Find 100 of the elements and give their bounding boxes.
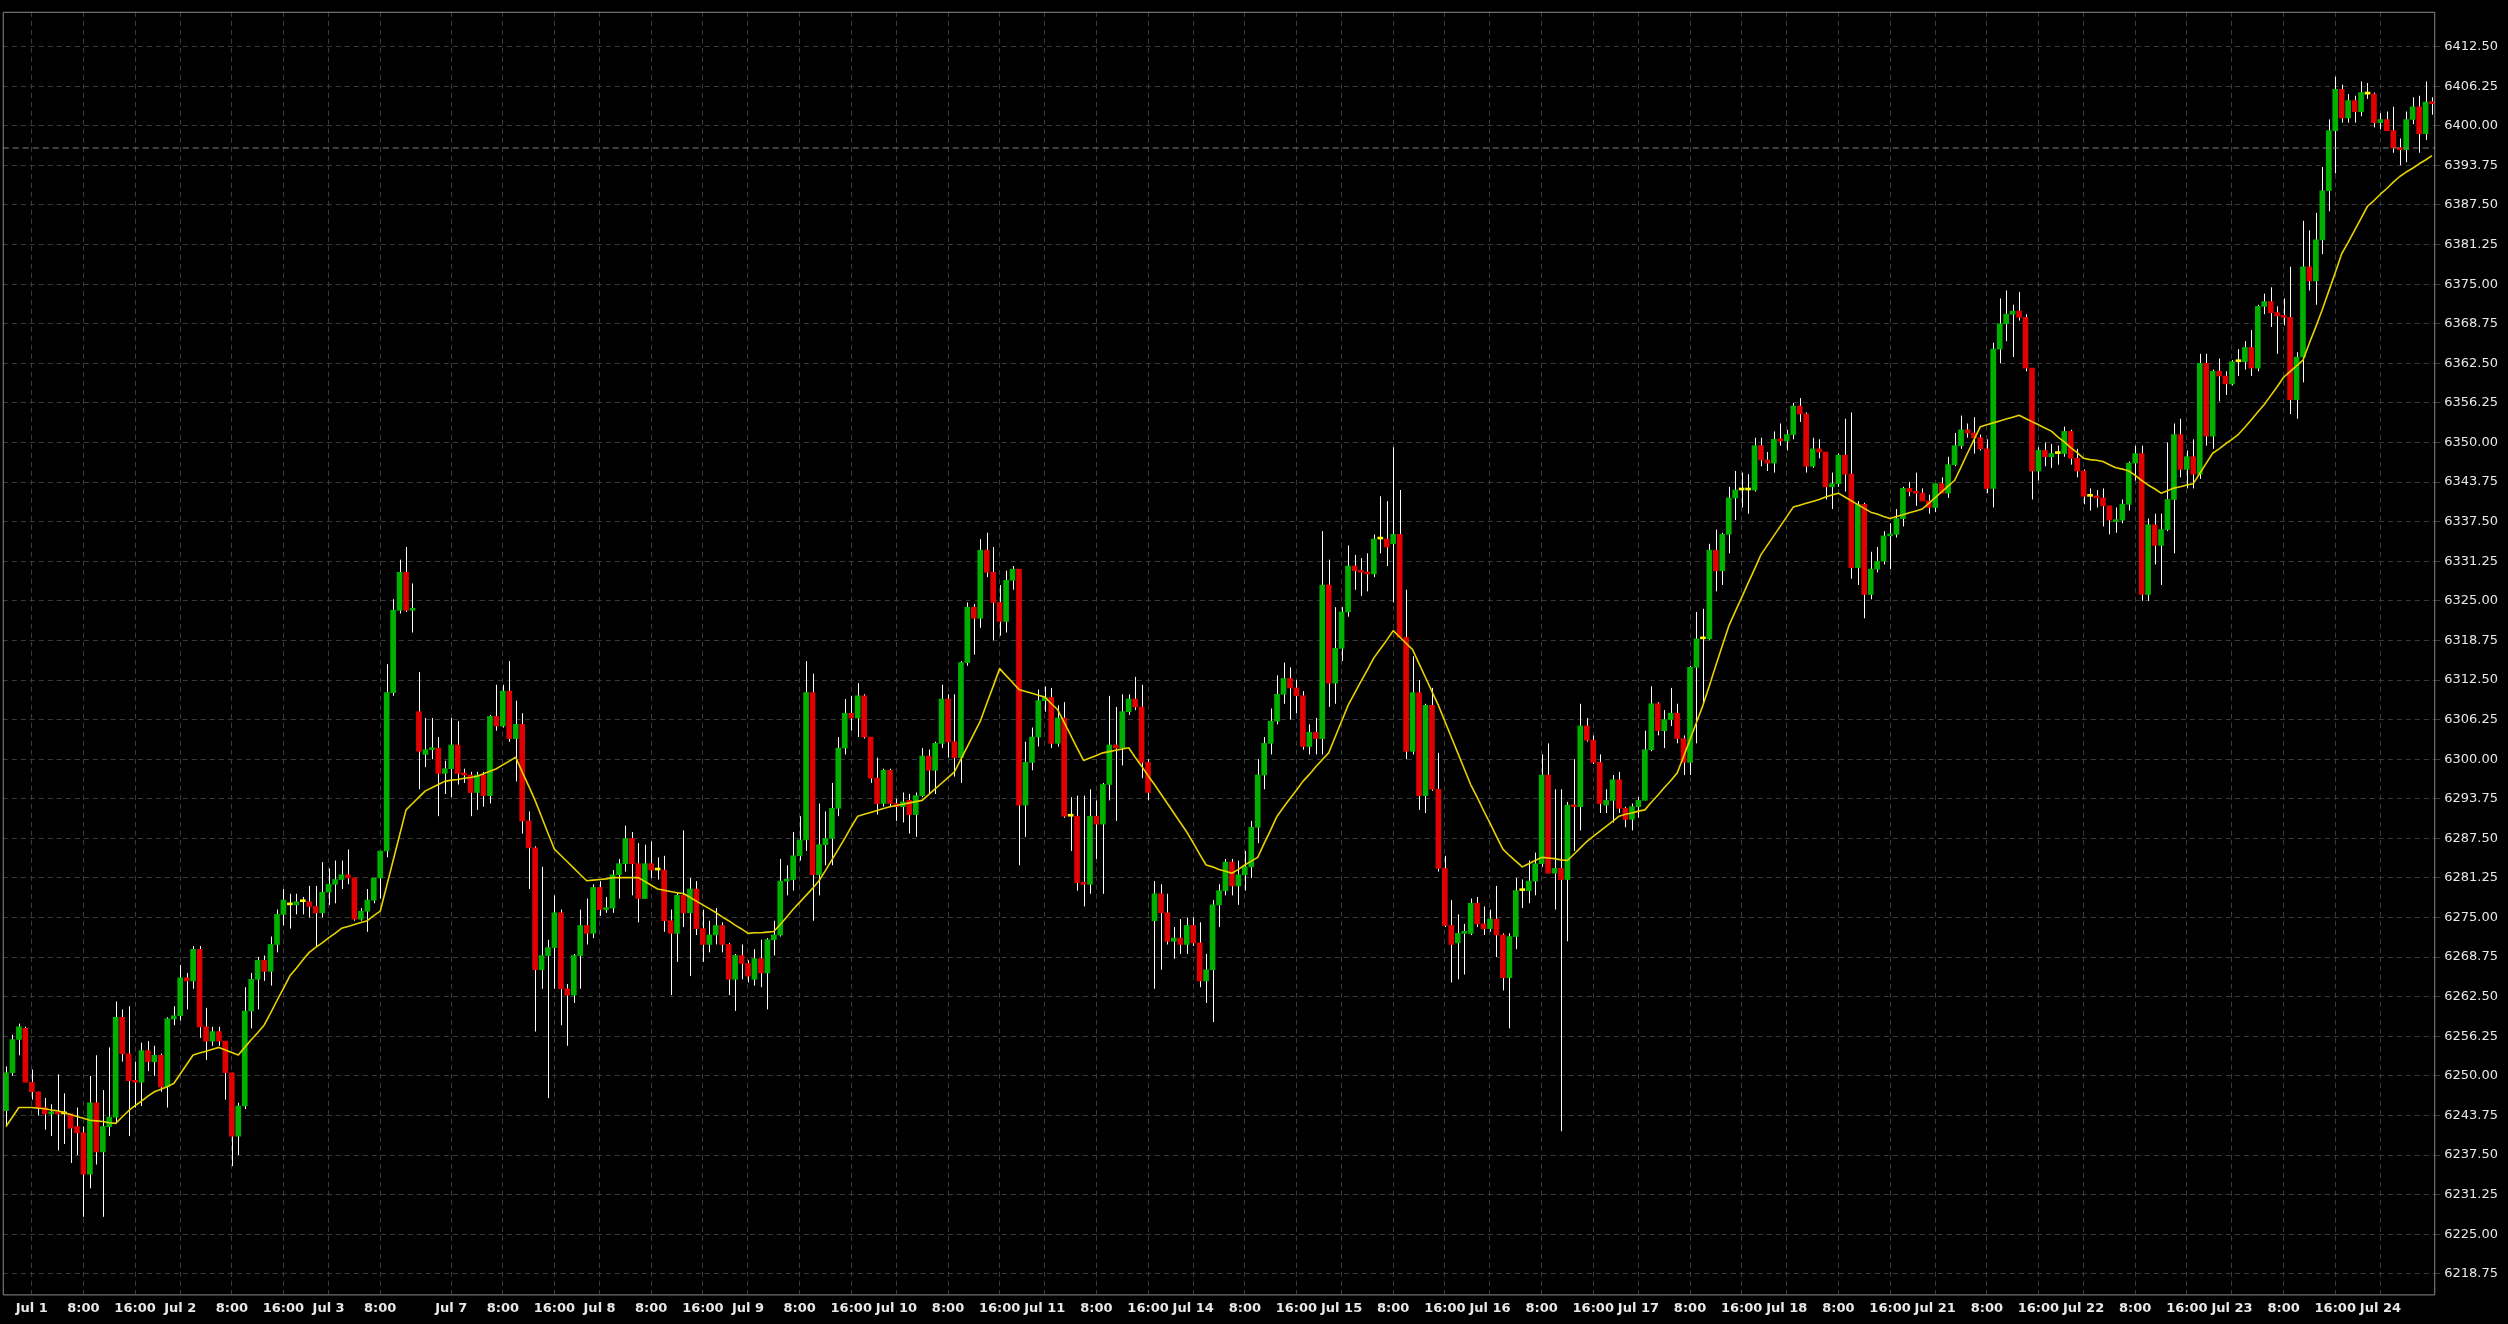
candlestick [971,603,977,656]
y-tick-label: 6393.75 [2444,156,2499,172]
candlestick [2242,340,2248,371]
x-tick-label: 8:00 [486,1299,519,1315]
x-tick-label: 8:00 [931,1299,965,1315]
y-tick-label: 6300.00 [2444,750,2499,766]
candlestick [2132,445,2139,481]
y-tick-label: 6250.00 [2444,1067,2499,1083]
y-tick-label: 6306.25 [2444,710,2499,726]
y-tick-label: 6268.75 [2444,948,2499,964]
y-tick-label: 6375.00 [2444,275,2499,291]
candlestick [2345,93,2351,124]
candlestick [1287,666,1293,721]
x-tick-label: 8:00 [364,1299,397,1315]
x-tick-label: Jul 17 [1616,1299,1659,1315]
candlestick [1132,676,1138,711]
candlestick [712,907,719,945]
candlestick [1474,896,1480,928]
candlestick [1067,796,1074,852]
x-tick-label: 16:00 [1127,1299,1169,1315]
candlestick [345,848,351,885]
candlestick [2235,348,2242,377]
x-tick-label: 8:00 [1228,1299,1261,1315]
x-tick-label: 8:00 [783,1299,816,1315]
candlestick [1177,918,1184,955]
x-tick-label: 16:00 [1572,1299,1614,1315]
candlestick [848,695,855,732]
y-tick-label: 6350.00 [2444,433,2499,449]
candlestick [370,877,377,904]
y-tick-label: 6237.50 [2444,1146,2499,1162]
y-tick-label: 6218.75 [2444,1265,2499,1281]
candlestick [2061,426,2068,458]
x-tick-label: Jul 22 [2062,1299,2105,1315]
candlestick [2048,443,2055,469]
candlestick [1183,917,1190,955]
candlestick [1525,860,1532,904]
x-tick-label: Jul 7 [434,1299,468,1315]
candlestick [2216,358,2222,402]
x-tick-label: 8:00 [2267,1299,2300,1315]
candlestick [854,682,861,738]
x-tick-label: Jul 15 [1320,1299,1363,1315]
candlestick [706,920,713,953]
x-tick-label: Jul 2 [163,1299,197,1315]
x-tick-label: 8:00 [67,1299,100,1315]
x-tick-label: Jul 11 [1023,1299,1066,1315]
candlestick [2184,449,2190,489]
x-tick-label: 16:00 [2314,1299,2356,1315]
x-tick-label: Jul 18 [1765,1299,1808,1315]
candlestick [1383,500,1390,567]
y-tick-label: 6387.50 [2444,196,2499,212]
candlestick [1842,418,1848,493]
candlestick [1312,717,1319,755]
x-tick-label: 16:00 [262,1299,305,1315]
candlestick [216,1026,222,1047]
candlestick [261,955,267,982]
x-tick-label: 8:00 [1377,1299,1410,1315]
candlestick [1796,397,1803,423]
x-tick-label: 16:00 [1869,1299,1911,1315]
y-tick-label: 6337.50 [2444,513,2499,529]
y-tick-label: 6412.50 [2444,38,2499,54]
y-tick-label: 6231.25 [2444,1186,2499,1202]
y-tick-label: 6287.50 [2444,829,2499,845]
y-tick-label: 6381.25 [2444,235,2499,251]
candlestick [648,841,655,879]
x-tick-label: 8:00 [215,1299,248,1315]
x-tick-label: 16:00 [2166,1299,2208,1315]
y-tick-label: 6293.75 [2444,790,2499,806]
candlestick [2087,487,2093,512]
y-tick-label: 6243.75 [2444,1106,2499,1122]
candlestick [2229,359,2235,386]
y-tick-label: 6331.25 [2444,552,2499,568]
candlestick [512,700,519,782]
candlestick [1171,926,1177,960]
x-tick-label: 16:00 [978,1299,1021,1315]
x-tick-label: 8:00 [1673,1299,1707,1315]
y-tick-label: 6356.25 [2444,394,2499,410]
candlestick [2100,487,2106,527]
x-tick-label: Jul 16 [1468,1299,1511,1315]
candlestick [145,1040,151,1072]
candlestick [1558,788,1564,1132]
x-tick-label: 16:00 [1275,1299,1318,1315]
x-tick-label: Jul 24 [2358,1299,2401,1315]
x-tick-label: Jul 1 [14,1299,48,1315]
x-tick-label: Jul 3 [311,1299,345,1315]
x-tick-label: 8:00 [1970,1299,2003,1315]
x-tick-label: 8:00 [1080,1299,1113,1315]
y-tick-label: 6275.00 [2444,908,2499,924]
y-tick-label: 6281.25 [2444,869,2499,885]
candlestick [2351,95,2358,124]
y-tick-label: 6406.25 [2444,77,2499,93]
y-tick-label: 6256.25 [2444,1027,2499,1043]
candlestick [1551,788,1558,911]
x-tick-label: Jul 21 [1913,1299,1956,1315]
y-tick-label: 6225.00 [2444,1225,2499,1241]
y-tick-label: 6325.00 [2444,592,2499,608]
x-tick-label: 8:00 [635,1299,668,1315]
candlestick [1732,470,1739,521]
candlestick [2358,80,2364,117]
candlestick [1519,879,1526,909]
x-tick-label: 8:00 [2119,1299,2152,1315]
